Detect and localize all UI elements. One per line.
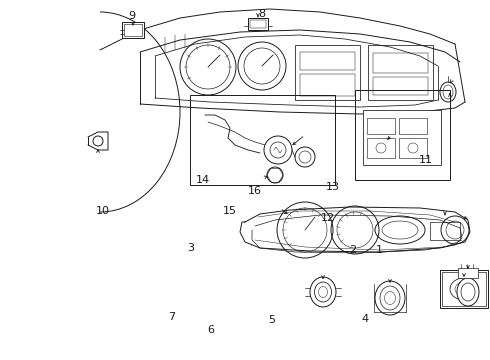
Bar	[295, 45, 360, 100]
Text: 1: 1	[376, 245, 383, 255]
Bar	[373, 53, 428, 73]
Ellipse shape	[375, 281, 405, 315]
Ellipse shape	[440, 82, 456, 102]
Text: 10: 10	[96, 206, 110, 216]
Text: 14: 14	[196, 175, 210, 185]
Bar	[250, 20, 266, 28]
Ellipse shape	[457, 278, 479, 306]
Circle shape	[264, 136, 292, 164]
Bar	[300, 74, 355, 96]
Text: 11: 11	[419, 155, 433, 165]
Ellipse shape	[310, 277, 336, 307]
Text: 13: 13	[326, 182, 340, 192]
Bar	[248, 18, 268, 30]
Circle shape	[267, 167, 283, 183]
Bar	[399, 138, 427, 158]
Bar	[363, 110, 441, 165]
Bar	[399, 118, 427, 134]
Bar	[458, 268, 478, 278]
Text: 12: 12	[321, 213, 335, 223]
Text: 4: 4	[362, 314, 368, 324]
Text: 15: 15	[223, 206, 237, 216]
Bar	[367, 138, 395, 158]
Bar	[430, 222, 460, 240]
Bar	[368, 45, 433, 100]
Bar	[190, 95, 335, 185]
Bar	[355, 90, 450, 180]
Text: 6: 6	[207, 325, 214, 336]
Bar	[367, 118, 395, 134]
Text: 3: 3	[188, 243, 195, 253]
Text: 2: 2	[349, 245, 356, 255]
Bar	[122, 22, 144, 38]
Bar	[373, 77, 428, 95]
Text: 8: 8	[259, 9, 266, 19]
Text: 5: 5	[269, 315, 275, 325]
Text: 16: 16	[248, 186, 262, 196]
Bar	[124, 24, 142, 36]
Bar	[300, 52, 355, 70]
Bar	[442, 272, 486, 306]
Text: 7: 7	[168, 312, 175, 322]
Bar	[440, 270, 488, 308]
Text: 9: 9	[129, 11, 136, 21]
Circle shape	[295, 147, 315, 167]
